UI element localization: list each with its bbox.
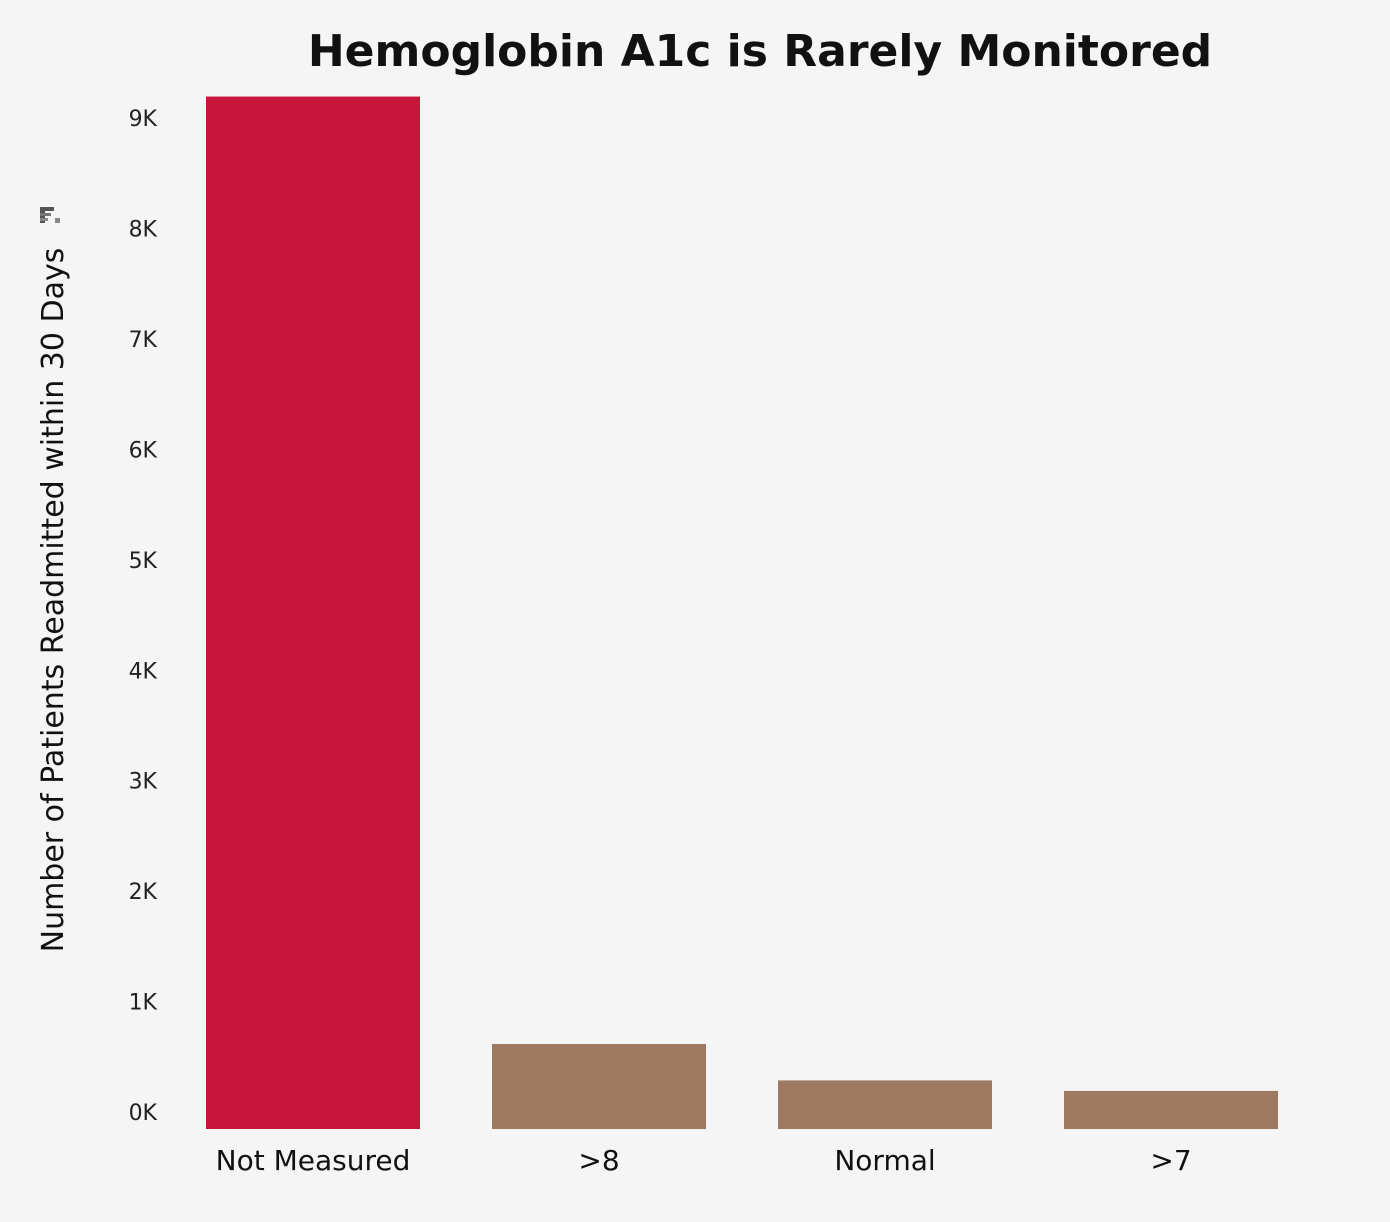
y-tick-label: 4K (129, 659, 158, 684)
bar-1[interactable] (492, 1043, 706, 1129)
sort-descending-icon[interactable] (40, 207, 60, 223)
chart-title: Hemoglobin A1c is Rarely Monitored (308, 26, 1212, 77)
x-tick-label: Normal (834, 1144, 935, 1177)
y-tick-label: 6K (129, 438, 158, 463)
y-tick-label: 0K (129, 1101, 158, 1126)
x-tick-label: >8 (578, 1144, 619, 1177)
bars (206, 96, 1278, 1130)
y-tick-label: 1K (129, 991, 158, 1016)
y-tick-label: 2K (129, 880, 158, 905)
x-axis-ticks: Not Measured >8 Normal >7 (216, 1144, 1192, 1177)
bar-2[interactable] (778, 1080, 992, 1129)
y-tick-label: 5K (129, 549, 158, 574)
y-axis-ticks: 0K 1K 2K 3K 4K 5K 6K 7K 8K 9K (129, 107, 158, 1126)
y-tick-label: 3K (129, 770, 158, 795)
x-tick-label: >7 (1150, 1144, 1191, 1177)
x-tick-label: Not Measured (216, 1144, 411, 1177)
bar-3[interactable] (1064, 1090, 1278, 1129)
y-tick-label: 8K (129, 218, 158, 243)
y-axis-label: Number of Patients Readmitted within 30 … (36, 248, 71, 953)
y-tick-label: 7K (129, 328, 158, 353)
y-tick-label: 9K (129, 107, 158, 132)
y-axis-label-group: Number of Patients Readmitted within 30 … (36, 248, 71, 953)
bar-0[interactable] (206, 96, 420, 1130)
